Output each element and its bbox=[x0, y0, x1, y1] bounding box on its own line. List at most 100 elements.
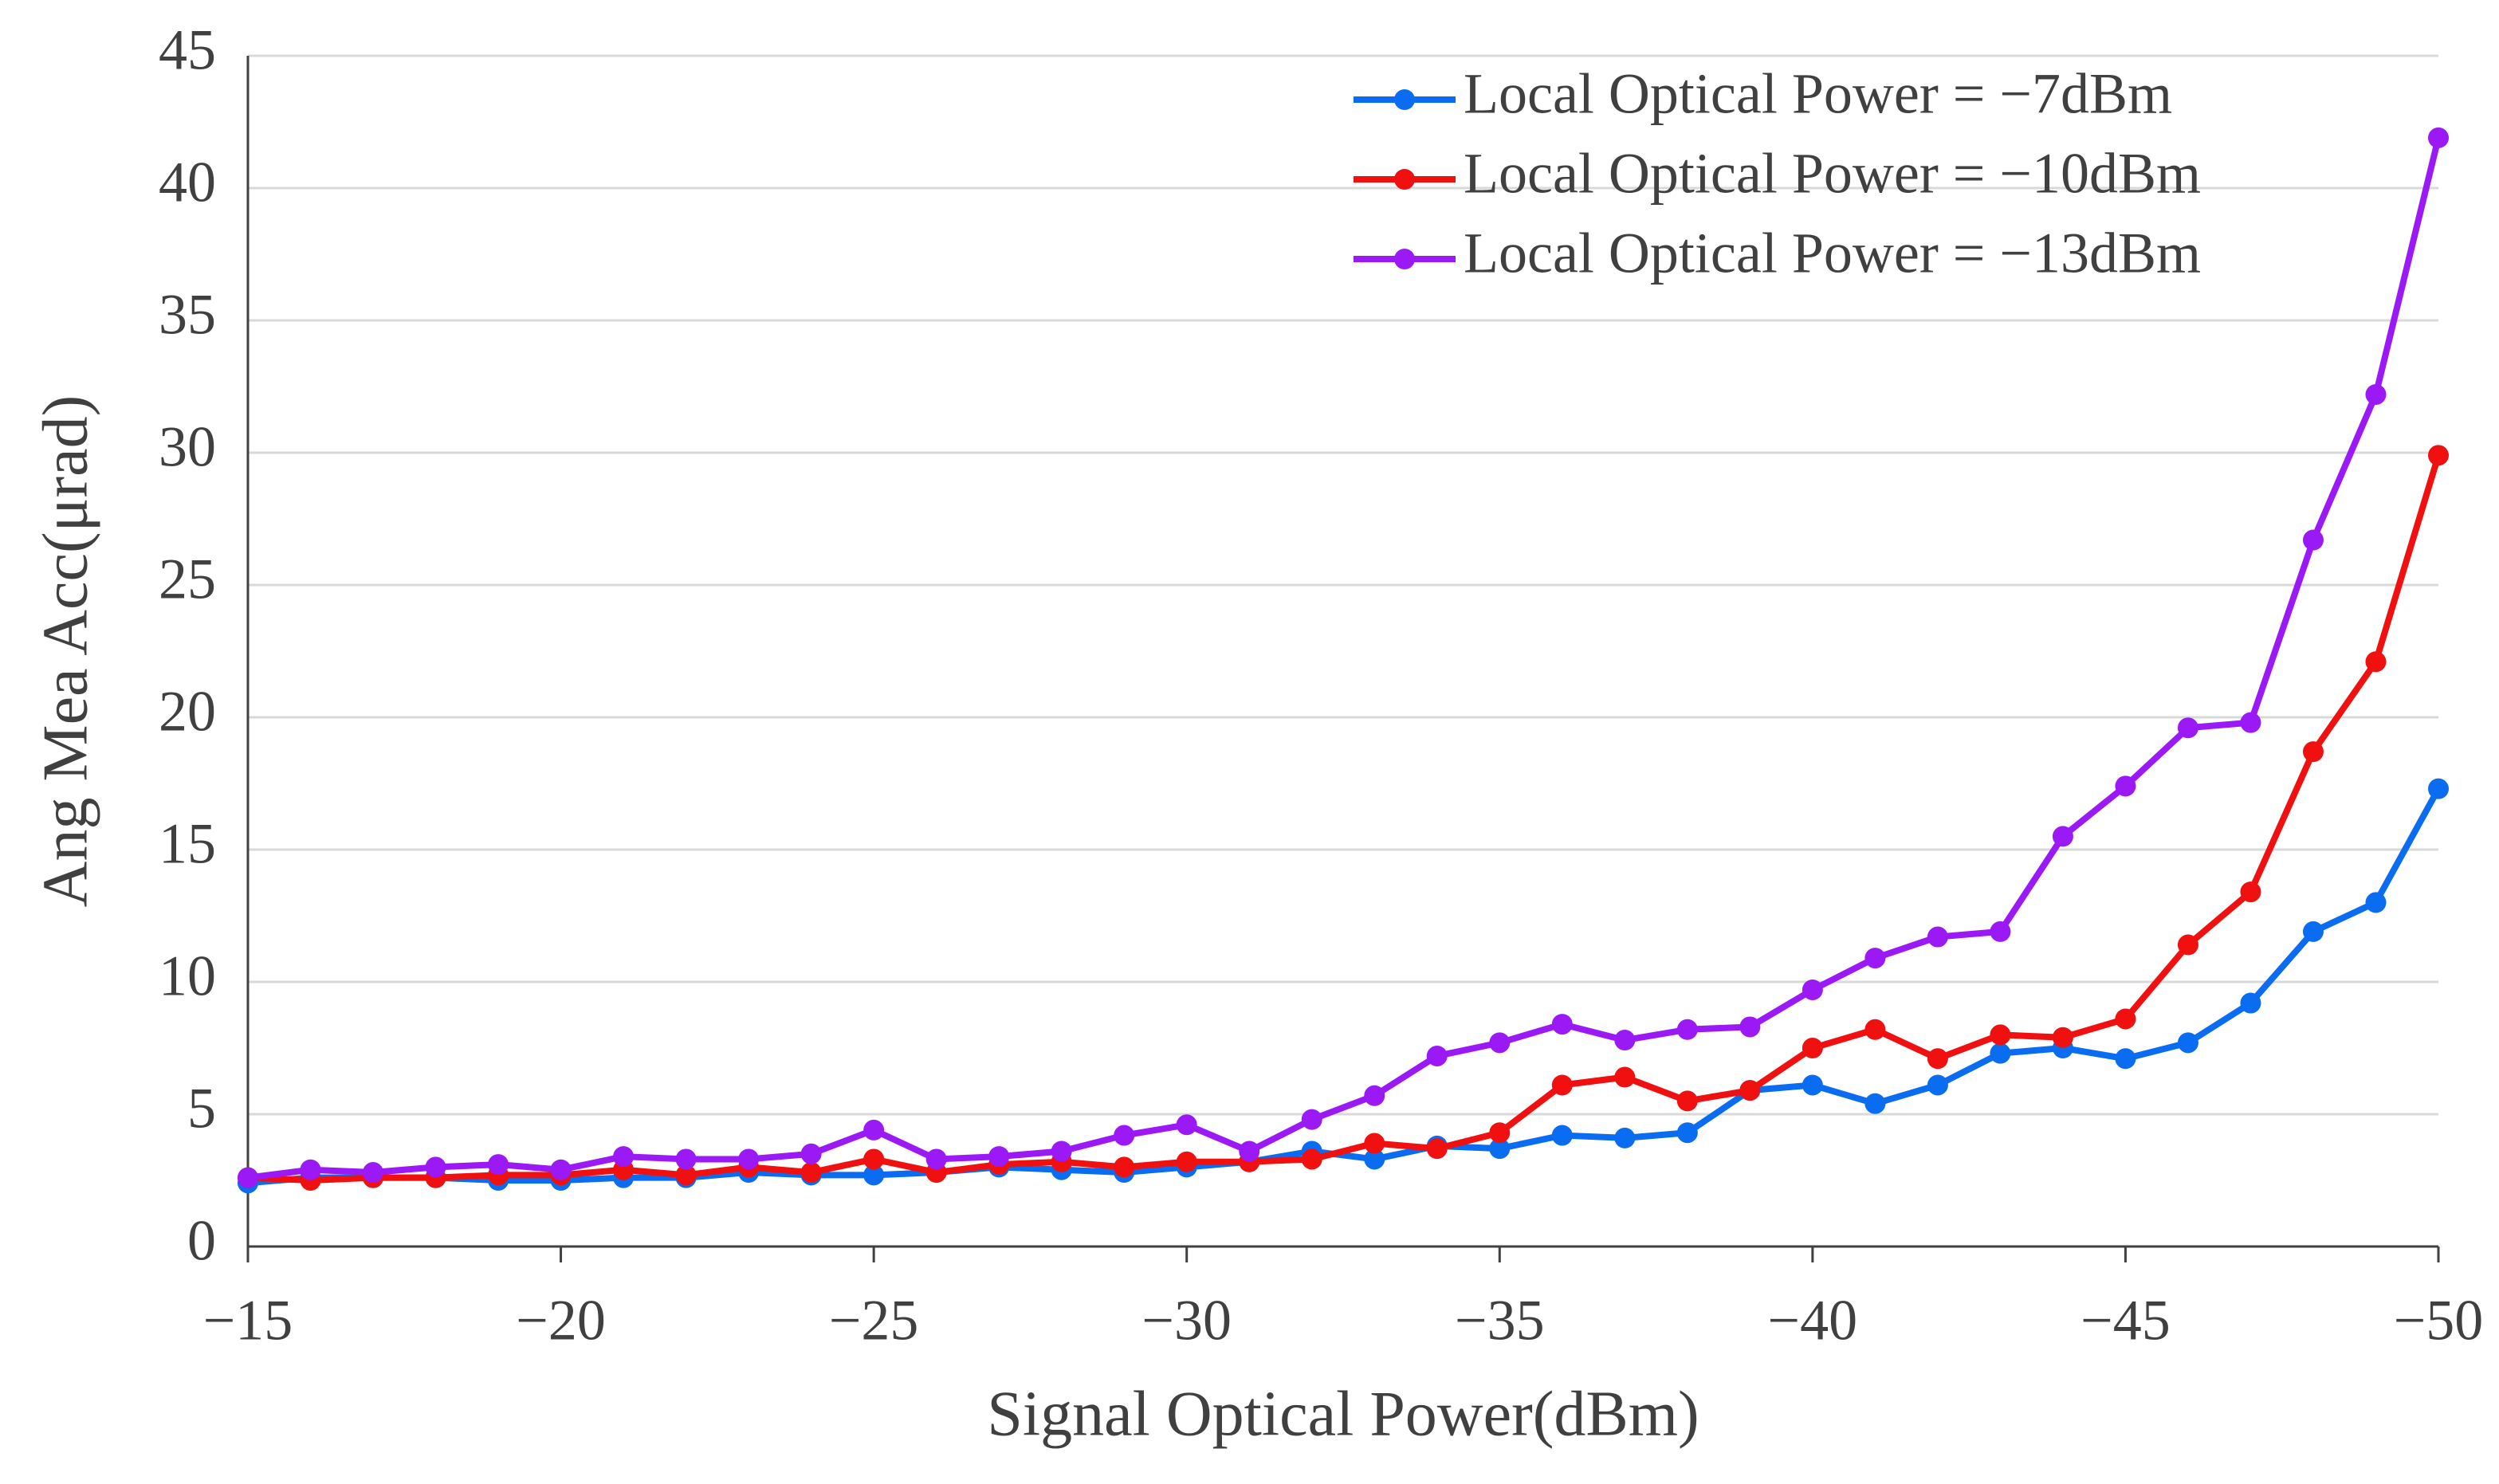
legend-label: Local Optical Power = −10dBm bbox=[1464, 142, 2201, 206]
data-point bbox=[1927, 1074, 1948, 1096]
data-point bbox=[238, 1167, 258, 1188]
data-point bbox=[1176, 1151, 1197, 1172]
data-point bbox=[1676, 1090, 1698, 1112]
data-point bbox=[613, 1146, 635, 1168]
data-point bbox=[1802, 1038, 1823, 1058]
data-point bbox=[2177, 1032, 2198, 1054]
legend-label: Local Optical Power = −7dBm bbox=[1464, 62, 2172, 126]
data-point bbox=[925, 1148, 947, 1170]
data-point bbox=[2428, 445, 2449, 466]
data-point bbox=[1927, 926, 1948, 948]
data-point bbox=[1676, 1122, 1698, 1144]
data-point bbox=[988, 1146, 1010, 1168]
data-point bbox=[800, 1162, 822, 1184]
x-tick-label: −25 bbox=[829, 1289, 919, 1352]
data-point bbox=[2115, 1008, 2136, 1030]
data-point bbox=[1301, 1109, 1322, 1130]
x-tick-label: −50 bbox=[2394, 1289, 2484, 1352]
data-point bbox=[1364, 1133, 1385, 1154]
data-point bbox=[1364, 1085, 1385, 1106]
data-point bbox=[1864, 1019, 1886, 1040]
x-tick-label: −45 bbox=[2081, 1289, 2171, 1352]
series-line bbox=[247, 787, 2442, 1187]
data-point bbox=[300, 1159, 321, 1180]
data-point bbox=[2240, 881, 2261, 903]
data-point bbox=[2240, 712, 2261, 733]
y-tick-label: 40 bbox=[159, 151, 216, 214]
y-tick-label: 15 bbox=[159, 812, 216, 876]
data-point bbox=[1426, 1045, 1448, 1066]
data-point bbox=[800, 1143, 822, 1164]
data-point bbox=[1990, 921, 2011, 942]
legend-marker bbox=[1394, 89, 1415, 110]
data-point bbox=[488, 1154, 509, 1176]
data-point bbox=[1739, 1016, 1761, 1038]
data-point bbox=[675, 1164, 697, 1186]
data-point bbox=[2302, 921, 2324, 942]
data-point bbox=[1426, 1138, 1448, 1160]
data-point bbox=[1489, 1122, 1511, 1144]
data-point bbox=[1802, 1074, 1823, 1096]
data-point bbox=[2302, 741, 2324, 763]
data-point bbox=[738, 1148, 760, 1170]
data-point bbox=[2428, 778, 2449, 799]
data-point bbox=[1301, 1148, 1322, 1170]
series-line bbox=[247, 454, 2442, 1184]
data-point bbox=[2177, 717, 2198, 739]
data-point bbox=[863, 1119, 885, 1140]
data-point bbox=[1551, 1014, 1573, 1035]
y-tick-label: 20 bbox=[159, 680, 216, 744]
data-point bbox=[425, 1156, 446, 1178]
legend-marker bbox=[1394, 249, 1415, 269]
data-point bbox=[2177, 934, 2198, 956]
data-point bbox=[2052, 826, 2073, 847]
x-axis-title: Signal Optical Power(dBm) bbox=[987, 1379, 1699, 1449]
series-line bbox=[247, 136, 2442, 1181]
y-tick-label: 45 bbox=[159, 18, 216, 82]
data-point bbox=[1051, 1140, 1072, 1162]
data-point bbox=[363, 1162, 384, 1184]
y-tick-label: 35 bbox=[159, 283, 216, 347]
x-tick-label: −40 bbox=[1768, 1289, 1858, 1352]
y-tick-label: 10 bbox=[159, 944, 216, 1008]
data-point bbox=[1864, 1093, 1886, 1114]
data-point bbox=[2365, 892, 2387, 913]
data-point bbox=[1614, 1127, 1636, 1148]
y-tick-label: 25 bbox=[159, 548, 216, 611]
data-point bbox=[863, 1164, 885, 1186]
data-point bbox=[1990, 1042, 2011, 1064]
data-point bbox=[2365, 383, 2387, 405]
data-point bbox=[2365, 651, 2387, 673]
data-point bbox=[1739, 1080, 1761, 1101]
x-tick-label: −20 bbox=[516, 1289, 606, 1352]
data-point bbox=[863, 1148, 885, 1170]
data-point bbox=[2052, 1027, 2073, 1048]
data-point bbox=[1239, 1140, 1260, 1162]
data-point bbox=[1614, 1066, 1636, 1088]
y-axis-title: Ang Mea Acc(μrad) bbox=[30, 395, 100, 908]
data-point bbox=[2240, 992, 2261, 1014]
x-tick-label: −35 bbox=[1455, 1289, 1545, 1352]
data-point bbox=[2302, 529, 2324, 551]
data-point bbox=[2115, 775, 2136, 797]
data-point bbox=[2428, 127, 2449, 148]
data-point bbox=[1114, 1156, 1135, 1178]
legend-label: Local Optical Power = −13dBm bbox=[1464, 222, 2201, 285]
data-point bbox=[1614, 1030, 1636, 1051]
data-point bbox=[1551, 1074, 1573, 1096]
data-point bbox=[675, 1148, 697, 1170]
data-point bbox=[1676, 1019, 1698, 1040]
data-point bbox=[1364, 1148, 1385, 1170]
y-tick-label: 0 bbox=[187, 1209, 216, 1273]
data-point bbox=[2115, 1048, 2136, 1070]
data-point bbox=[1114, 1125, 1135, 1146]
data-point bbox=[1990, 1024, 2011, 1046]
data-point bbox=[550, 1159, 572, 1180]
data-point bbox=[1489, 1032, 1511, 1054]
data-point bbox=[1802, 979, 1823, 1000]
data-point bbox=[1176, 1114, 1197, 1136]
x-tick-label: −30 bbox=[1141, 1289, 1232, 1352]
data-point bbox=[1927, 1048, 1948, 1070]
data-point bbox=[1551, 1125, 1573, 1146]
